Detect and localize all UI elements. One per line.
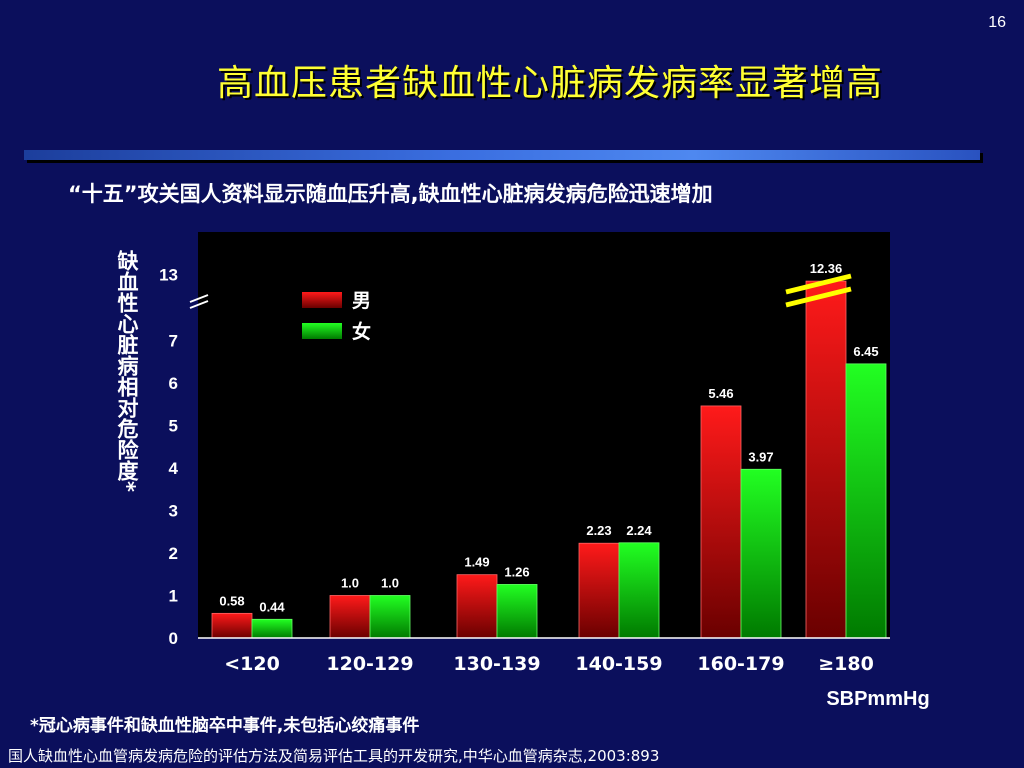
- slide-subtitle: “十五”攻关国人资料显示随血压升高,缺血性心脏病发病危险迅速增加: [68, 182, 713, 206]
- x-tick-label: 130-139: [453, 653, 540, 675]
- title-divider: [24, 150, 980, 160]
- bar-female: [251, 618, 293, 639]
- bar-value-label: 1.0: [381, 576, 399, 591]
- bar-value-label: 5.46: [708, 386, 733, 401]
- x-tick-label: 140-159: [575, 653, 662, 675]
- x-tick-label: ≥180: [818, 653, 874, 675]
- x-tick-label: 160-179: [697, 653, 784, 675]
- bar-female: [740, 468, 782, 639]
- legend-swatch-male: [302, 292, 342, 308]
- bar-male: [329, 595, 371, 639]
- y-tick-label: 1: [169, 587, 178, 606]
- x-tick-label: 120-129: [326, 653, 413, 675]
- bar-value-label: 0.44: [259, 599, 285, 614]
- x-axis-label: SBPmmHg: [826, 688, 929, 710]
- bar-male: [211, 612, 253, 639]
- y-tick-label: 7: [169, 332, 178, 351]
- y-axis-break-mark: [189, 294, 209, 309]
- y-tick-label: 13: [159, 266, 178, 285]
- bar-male: [578, 542, 620, 639]
- x-tick-label: <120: [224, 653, 280, 675]
- bar-female: [845, 363, 887, 639]
- plot-area: [198, 232, 890, 638]
- bar-value-label: 6.45: [853, 344, 878, 359]
- bar-value-label: 1.0: [341, 576, 359, 591]
- bar-female: [496, 584, 538, 639]
- y-tick-label: 5: [169, 417, 178, 436]
- y-tick-label: 4: [169, 459, 179, 478]
- bar-value-label: 1.26: [504, 564, 529, 579]
- y-tick-label: 3: [169, 502, 178, 521]
- bar-male: [805, 280, 847, 639]
- slide-title: 高血压患者缺血性心脏病发病率显著增高: [216, 63, 883, 104]
- page-number: 16: [988, 14, 1006, 31]
- bar-value-label: 0.58: [219, 593, 244, 608]
- legend-label-male: 男: [352, 290, 371, 312]
- bar-value-label: 2.23: [586, 523, 611, 538]
- bar-break-mark: [785, 273, 852, 308]
- bar-female: [618, 542, 660, 639]
- source-citation: 国人缺血性心血管病发病危险的评估方法及简易评估工具的开发研究,中华心血管病杂志,…: [8, 747, 660, 765]
- bar-female: [369, 595, 411, 639]
- bar-value-label: 12.36: [810, 261, 843, 276]
- y-tick-label: 2: [169, 544, 178, 563]
- bar-male: [700, 405, 742, 639]
- bar-value-label: 2.24: [626, 523, 652, 538]
- bar-value-label: 1.49: [464, 555, 489, 570]
- bar-male: [456, 574, 498, 639]
- y-tick-label: 6: [169, 374, 178, 393]
- legend-label-female: 女: [352, 320, 371, 343]
- y-tick-label: 0: [169, 629, 178, 648]
- bar-value-label: 3.97: [748, 449, 773, 464]
- footnote: *冠心病事件和缺血性脑卒中事件,未包括心绞痛事件: [30, 716, 420, 736]
- y-axis-label: 缺血性心脏病相对危险度*: [115, 250, 139, 492]
- legend-swatch-female: [302, 323, 342, 339]
